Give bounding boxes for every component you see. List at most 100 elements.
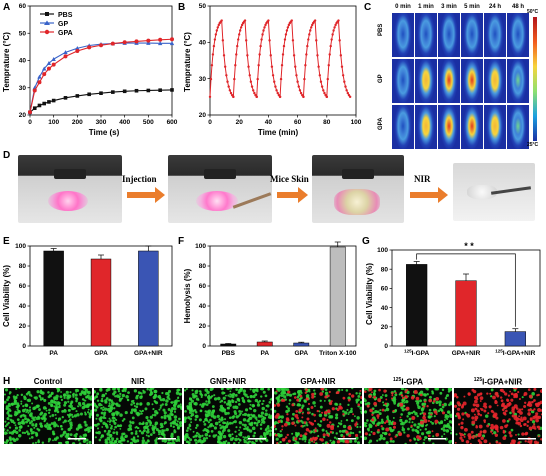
live-cell-1-32	[121, 393, 126, 398]
dead-cell-5-140	[513, 393, 517, 397]
live-cell-1-261	[102, 421, 106, 425]
cycling-point-101	[311, 23, 314, 27]
live-cell-2-174	[220, 418, 223, 422]
live-cell-1-265	[115, 410, 119, 414]
live-cell-0-180	[3, 400, 7, 404]
live-cell-4-3	[401, 427, 406, 432]
live-cell-2-208	[194, 402, 198, 406]
point-pbs-300	[99, 91, 103, 95]
live-cell-1-247	[96, 413, 99, 417]
live-cell-2-220	[201, 402, 205, 406]
panel-f-cat-label-1: PA	[260, 350, 269, 357]
live-cell-4-87	[443, 433, 446, 436]
panel-f-ytick-label-0: 0	[202, 343, 206, 350]
dead-cell-5-256	[494, 424, 499, 429]
live-cell-4-174	[385, 404, 389, 408]
live-cell-0-373	[82, 433, 86, 437]
live-cell-1-321	[139, 409, 141, 412]
dead-cell-3-58	[305, 388, 308, 392]
live-cell-4-95	[385, 441, 389, 445]
live-cell-5-4	[506, 419, 510, 423]
live-cell-4-282	[433, 415, 436, 418]
live-cell-2-246	[219, 404, 224, 409]
dead-cell-3-27	[319, 392, 324, 396]
live-cell-0-349	[53, 421, 57, 425]
live-cell-0-336	[89, 397, 93, 401]
live-cell-4-283	[401, 398, 406, 402]
live-cell-5-31	[510, 428, 514, 432]
live-cell-1-295	[160, 416, 164, 419]
live-cell-1-112	[109, 405, 113, 409]
dead-cell-5-233	[512, 411, 515, 414]
cycling-point-118	[328, 53, 331, 56]
live-cell-2-81	[218, 420, 221, 424]
live-cell-2-398	[242, 436, 245, 438]
dead-cell-3-88	[281, 437, 286, 442]
live-cell-2-98	[267, 387, 270, 391]
dead-cell-3-31	[352, 413, 355, 416]
dead-cell-5-189	[483, 402, 487, 407]
dead-cell-5-15	[475, 435, 478, 438]
dead-cell-3-109	[304, 391, 307, 394]
photo-injector-gel	[18, 155, 122, 223]
live-cell-0-284	[3, 431, 8, 435]
live-cell-2-393	[233, 420, 237, 424]
live-cell-3-208	[304, 440, 307, 443]
live-cell-4-223	[386, 418, 390, 421]
live-cell-0-314	[84, 413, 87, 416]
dead-cell-4-12	[381, 408, 385, 412]
live-cell-4-22	[426, 393, 429, 396]
live-cell-0-255	[73, 414, 77, 418]
live-cell-4-231	[407, 427, 410, 431]
live-cell-2-292	[210, 414, 215, 418]
live-cell-0-124	[62, 421, 65, 424]
live-cell-1-396	[135, 402, 139, 406]
live-cell-1-207	[151, 414, 154, 417]
live-cell-1-298	[121, 436, 124, 440]
live-cell-1-395	[119, 392, 122, 396]
cycling-point-97	[307, 38, 310, 41]
live-cell-2-304	[256, 403, 261, 407]
live-cell-3-98	[285, 405, 289, 408]
live-cell-0-47	[48, 408, 51, 412]
cycling-point-0	[208, 95, 212, 99]
live-cell-2-367	[195, 414, 199, 419]
live-cell-0-221	[6, 411, 10, 415]
live-cell-4-204	[373, 393, 376, 397]
dead-cell-3-49	[357, 403, 361, 407]
live-cell-1-403	[133, 405, 136, 408]
live-cell-4-216	[447, 390, 451, 393]
live-cell-0-168	[36, 427, 39, 431]
dead-cell-3-23	[306, 417, 310, 421]
live-cell-3-241	[334, 402, 338, 406]
live-cell-1-344	[115, 437, 119, 441]
live-cell-3-205	[280, 420, 283, 423]
live-cell-1-236	[119, 440, 122, 443]
micrograph-canvas-4	[362, 386, 454, 446]
dead-cell-3-86	[347, 425, 352, 430]
dead-cell-3-101	[345, 430, 349, 434]
dead-cell-5-243	[492, 411, 495, 414]
live-cell-0-258	[72, 395, 75, 398]
dead-cell-5-224	[494, 391, 499, 396]
arrow-mice-skin	[277, 187, 308, 203]
live-cell-3-81	[291, 417, 295, 421]
legend-pbs: PBS	[58, 12, 73, 19]
live-cell-2-366	[243, 440, 247, 444]
live-cell-1-411	[151, 424, 154, 427]
live-cell-0-45	[71, 415, 74, 419]
live-cell-2-339	[228, 416, 232, 420]
live-cell-3-168	[308, 439, 311, 442]
live-cell-1-195	[103, 407, 108, 411]
dead-cell-5-119	[453, 404, 458, 408]
live-cell-5-38	[493, 431, 497, 435]
live-cell-2-29	[234, 430, 237, 433]
live-cell-1-379	[108, 402, 111, 405]
dead-cell-5-169	[535, 418, 539, 423]
live-cell-0-228	[15, 395, 18, 399]
live-cell-0-275	[69, 391, 72, 394]
live-cell-0-210	[16, 408, 19, 411]
live-cell-1-327	[139, 395, 143, 400]
dead-cell-5-253	[527, 412, 531, 416]
point-gpa-40	[37, 80, 42, 85]
